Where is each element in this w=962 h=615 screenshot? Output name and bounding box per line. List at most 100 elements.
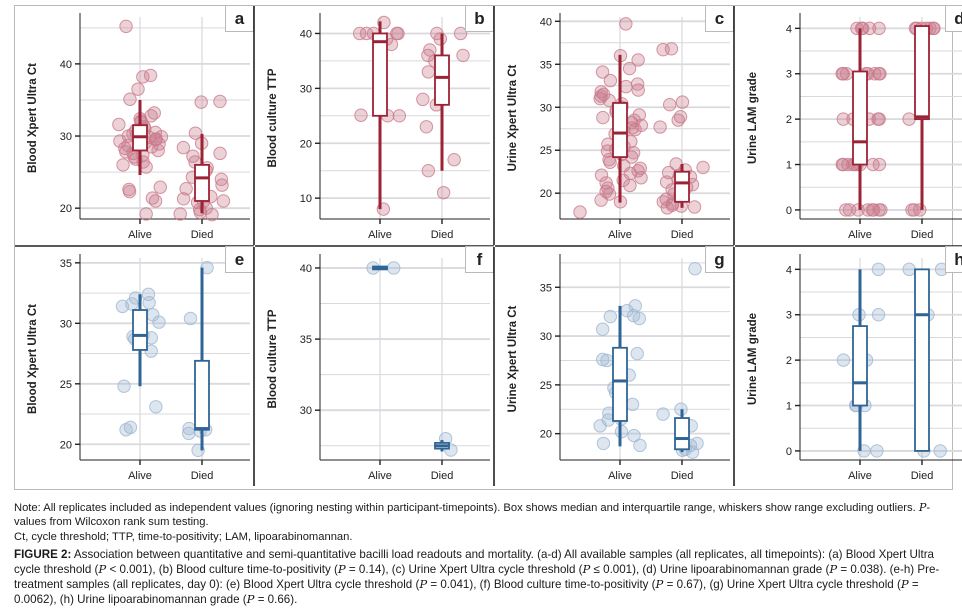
data-point <box>671 113 685 127</box>
data-point <box>839 203 853 217</box>
data-point <box>419 120 434 134</box>
y-tick-label: 40 <box>60 59 72 71</box>
panel-f: 30 35 40 Alive Died Blood culture TTP f <box>253 246 494 486</box>
panel-letter: g <box>714 250 724 269</box>
data-point <box>600 353 614 368</box>
data-point <box>596 436 611 451</box>
panel-letter-box <box>945 246 962 273</box>
panel-letter: h <box>954 250 962 269</box>
y-tick-label: 30 <box>60 131 72 143</box>
data-point <box>870 444 884 458</box>
y-tick-label: 25 <box>540 145 552 157</box>
data-point <box>391 26 405 41</box>
data-point <box>628 122 642 137</box>
y-tick-label: 3 <box>786 310 792 322</box>
caption-text: = 0.038). (e-h) Pre-treatment samples (a… <box>14 563 940 591</box>
data-point <box>596 110 610 125</box>
y-tick-label: 10 <box>300 193 312 205</box>
data-point <box>836 67 850 81</box>
y-axis-label: Urine LAM grade <box>747 313 759 405</box>
data-point <box>871 308 886 322</box>
data-point <box>179 182 193 196</box>
data-point <box>696 160 710 175</box>
y-tick-label: 4 <box>786 264 792 276</box>
data-point <box>619 17 633 31</box>
data-point <box>149 400 163 414</box>
x-tick-label: Alive <box>368 470 392 482</box>
box-iqr <box>194 163 210 202</box>
data-point <box>603 73 618 88</box>
data-point <box>596 352 610 367</box>
y-axis-label: Blood Xpert Ultra Ct <box>27 304 39 414</box>
caption-text: = 0.66). <box>254 593 298 606</box>
data-point <box>354 108 368 122</box>
data-point <box>631 164 645 178</box>
data-point <box>573 205 587 219</box>
y-tick-label: 20 <box>300 138 312 150</box>
x-tick-label: Died <box>671 470 694 482</box>
data-point <box>416 92 430 107</box>
p-symbol: P <box>419 577 428 591</box>
data-point <box>603 155 617 169</box>
x-tick-label: Died <box>431 229 454 241</box>
data-point <box>594 168 609 182</box>
y-tick-label: 0 <box>786 446 792 458</box>
caption-abbreviations: Ct, cycle threshold; TTP, time-to-positi… <box>14 531 353 543</box>
data-point <box>447 153 461 167</box>
panel-letter: f <box>477 250 483 269</box>
data-point <box>216 194 231 208</box>
y-tick-label: 4 <box>786 23 792 35</box>
data-point <box>139 160 153 174</box>
note-tail-text: -values from Wilcoxon rank sum testing. <box>14 502 931 528</box>
data-point <box>933 444 947 458</box>
y-tick-label: 25 <box>60 379 72 391</box>
x-tick-label: Alive <box>848 229 872 241</box>
data-point <box>688 262 702 276</box>
x-tick-label: Alive <box>608 470 632 482</box>
box-iqr <box>372 32 388 117</box>
data-point <box>633 438 647 453</box>
data-point <box>123 92 137 106</box>
data-point <box>352 26 367 41</box>
y-tick-label: 30 <box>300 405 312 417</box>
y-tick-label: 20 <box>60 439 72 451</box>
data-point <box>628 299 642 313</box>
data-point <box>119 423 133 437</box>
y-tick-label: 35 <box>300 334 312 346</box>
data-point <box>854 21 869 36</box>
y-tick-label: 30 <box>540 331 552 343</box>
caption-text: Association between quantitative and sem… <box>14 548 935 576</box>
data-point <box>421 163 436 178</box>
x-tick-label: Alive <box>128 470 152 482</box>
data-point <box>632 311 646 326</box>
box-iqr <box>914 25 930 121</box>
data-point <box>453 26 468 41</box>
data-point <box>594 193 608 207</box>
data-point <box>631 83 645 97</box>
y-tick-label: 40 <box>300 28 312 40</box>
y-tick-label: 1 <box>786 160 792 172</box>
p-symbol: P <box>337 562 346 576</box>
data-point <box>182 426 196 441</box>
note-p-symbol: P <box>918 501 927 514</box>
y-tick-label: 35 <box>540 59 552 71</box>
data-point <box>194 95 208 109</box>
box-iqr <box>852 325 868 407</box>
box-iqr <box>674 417 690 451</box>
box-iqr <box>434 54 450 106</box>
caption-note: Note: All replicates included as indepen… <box>14 501 954 529</box>
x-tick-label: Alive <box>608 229 632 241</box>
y-tick-label: 30 <box>300 83 312 95</box>
panel-letter: a <box>235 9 245 28</box>
figure-label: FIGURE 2: <box>14 548 72 561</box>
y-tick-label: 35 <box>60 258 72 270</box>
p-symbol: P <box>829 562 838 576</box>
y-axis-label: Urine Xpert Ultra Ct <box>507 305 519 412</box>
y-tick-label: 1 <box>786 401 792 413</box>
data-point <box>872 157 887 172</box>
panel-a: 20 30 40 Alive Died Blood Xpert Ultra Ct a <box>15 5 254 247</box>
data-point <box>213 94 227 109</box>
y-tick-label: 3 <box>786 69 792 81</box>
data-point <box>619 79 633 94</box>
